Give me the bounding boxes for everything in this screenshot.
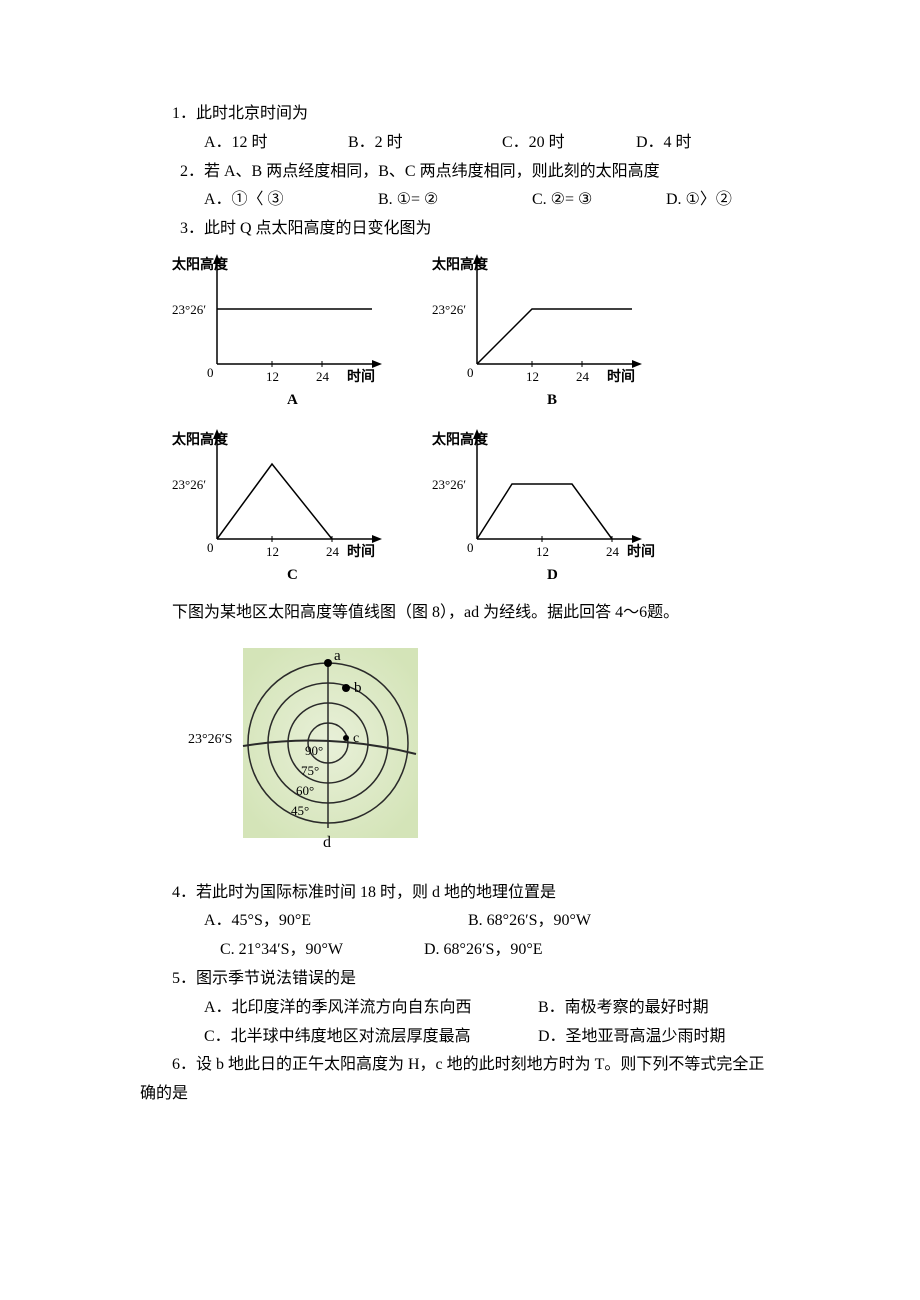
q1-options: A．12 时 B．2 时 C．20 时 D．4 时 bbox=[140, 129, 780, 158]
svg-text:太阳高度: 太阳高度 bbox=[432, 431, 489, 448]
q1-opt-b: B．2 时 bbox=[316, 129, 466, 158]
q5-opt-a: A．北印度洋的季风洋流方向自东向西 bbox=[172, 994, 502, 1023]
svg-text:d: d bbox=[323, 834, 331, 851]
q2-opt-c: C. ②= ③ bbox=[500, 186, 630, 215]
intro2: 下图为某地区太阳高度等值线图（图 8），ad 为经线。据此回答 4～6题。 bbox=[140, 599, 780, 628]
svg-text:太阳高度: 太阳高度 bbox=[172, 256, 229, 273]
svg-text:12: 12 bbox=[526, 369, 539, 384]
q4-opt-b: B. 68°26′S，90°W bbox=[436, 907, 591, 936]
svg-text:B: B bbox=[547, 392, 557, 408]
svg-text:23°26′: 23°26′ bbox=[172, 302, 206, 317]
svg-text:太阳高度: 太阳高度 bbox=[432, 256, 489, 273]
map-figure: 23°26′S a b c d 90° 75° 60° 45° bbox=[188, 638, 428, 869]
q1-opt-d: D．4 时 bbox=[604, 129, 692, 158]
q1-stem: 1．此时北京时间为 bbox=[140, 100, 780, 129]
chart-A: 太阳高度 23°26′ 0 12 24 时间 A bbox=[172, 249, 412, 419]
q5-row1: A．北印度洋的季风洋流方向自东向西 B．南极考察的最好时期 bbox=[140, 994, 780, 1023]
svg-text:23°26′: 23°26′ bbox=[172, 477, 206, 492]
svg-text:时间: 时间 bbox=[627, 543, 655, 560]
q5-opt-d: D．圣地亚哥高温少雨时期 bbox=[506, 1023, 726, 1052]
q5-opt-b: B．南极考察的最好时期 bbox=[506, 994, 709, 1023]
svg-text:75°: 75° bbox=[301, 763, 319, 778]
svg-text:0: 0 bbox=[207, 540, 214, 555]
svg-text:C: C bbox=[287, 567, 298, 583]
svg-text:23°26′: 23°26′ bbox=[432, 477, 466, 492]
q5-row2: C．北半球中纬度地区对流层厚度最高 D．圣地亚哥高温少雨时期 bbox=[140, 1023, 780, 1052]
q2-stem: 2．若 A、B 两点经度相同，B、C 两点纬度相同，则此刻的太阳高度 bbox=[140, 158, 780, 187]
svg-text:时间: 时间 bbox=[607, 368, 635, 385]
charts-row-2: 太阳高度 23°26′ 0 12 24 时间 C 太阳高度 23°26′ 0 1… bbox=[172, 424, 780, 594]
q4-opt-d: D. 68°26′S，90°E bbox=[424, 941, 543, 958]
chart-C: 太阳高度 23°26′ 0 12 24 时间 C bbox=[172, 424, 412, 594]
q4-row1: A．45°S，90°E B. 68°26′S，90°W bbox=[140, 907, 780, 936]
svg-text:12: 12 bbox=[266, 369, 279, 384]
q1-opt-a: A．12 时 bbox=[172, 129, 312, 158]
svg-text:D: D bbox=[547, 567, 558, 583]
q2-options: A．①〈 ③ B. ①= ② C. ②= ③ D. ①〉② bbox=[140, 186, 780, 215]
svg-text:24: 24 bbox=[326, 544, 340, 559]
svg-text:45°: 45° bbox=[291, 803, 309, 818]
q5-stem: 5．图示季节说法错误的是 bbox=[140, 965, 780, 994]
svg-text:12: 12 bbox=[266, 544, 279, 559]
svg-text:23°26′S: 23°26′S bbox=[188, 732, 232, 747]
svg-text:24: 24 bbox=[606, 544, 620, 559]
chart-D: 太阳高度 23°26′ 0 12 24 时间 D bbox=[432, 424, 672, 594]
q4-opt-c: C. 21°34′S，90°W bbox=[180, 936, 420, 965]
chart-B: 太阳高度 23°26′ 0 12 24 时间 B bbox=[432, 249, 672, 419]
svg-text:b: b bbox=[354, 680, 362, 696]
q4-stem: 4．若此时为国际标准时间 18 时，则 d 地的地理位置是 bbox=[140, 879, 780, 908]
q3-stem: 3．此时 Q 点太阳高度的日变化图为 bbox=[140, 215, 780, 244]
svg-text:23°26′: 23°26′ bbox=[432, 302, 466, 317]
svg-text:90°: 90° bbox=[305, 743, 323, 758]
svg-text:24: 24 bbox=[576, 369, 590, 384]
svg-text:0: 0 bbox=[467, 365, 474, 380]
svg-text:24: 24 bbox=[316, 369, 330, 384]
svg-text:时间: 时间 bbox=[347, 368, 375, 385]
svg-text:时间: 时间 bbox=[347, 543, 375, 560]
q2-opt-a: A．①〈 ③ bbox=[172, 186, 342, 215]
svg-text:太阳高度: 太阳高度 bbox=[172, 431, 229, 448]
svg-text:c: c bbox=[353, 731, 359, 746]
svg-text:a: a bbox=[334, 648, 341, 664]
q4-row2: C. 21°34′S，90°W D. 68°26′S，90°E bbox=[140, 936, 780, 965]
q2-opt-b: B. ①= ② bbox=[346, 186, 496, 215]
q2-opt-d: D. ①〉② bbox=[634, 186, 732, 215]
charts-row-1: 太阳高度 23°26′ 0 12 24 时间 A 太阳高度 23°26′ 0 1… bbox=[172, 249, 780, 419]
q1-opt-c: C．20 时 bbox=[470, 129, 600, 158]
svg-text:60°: 60° bbox=[296, 783, 314, 798]
svg-text:12: 12 bbox=[536, 544, 549, 559]
svg-text:0: 0 bbox=[467, 540, 474, 555]
q5-opt-c: C．北半球中纬度地区对流层厚度最高 bbox=[172, 1023, 502, 1052]
q6-stem: 6．设 b 地此日的正午太阳高度为 H，c 地的此时刻地方时为 T。则下列不等式… bbox=[140, 1051, 780, 1109]
q4-opt-a: A．45°S，90°E bbox=[172, 907, 432, 936]
svg-text:0: 0 bbox=[207, 365, 214, 380]
svg-text:A: A bbox=[287, 392, 298, 408]
